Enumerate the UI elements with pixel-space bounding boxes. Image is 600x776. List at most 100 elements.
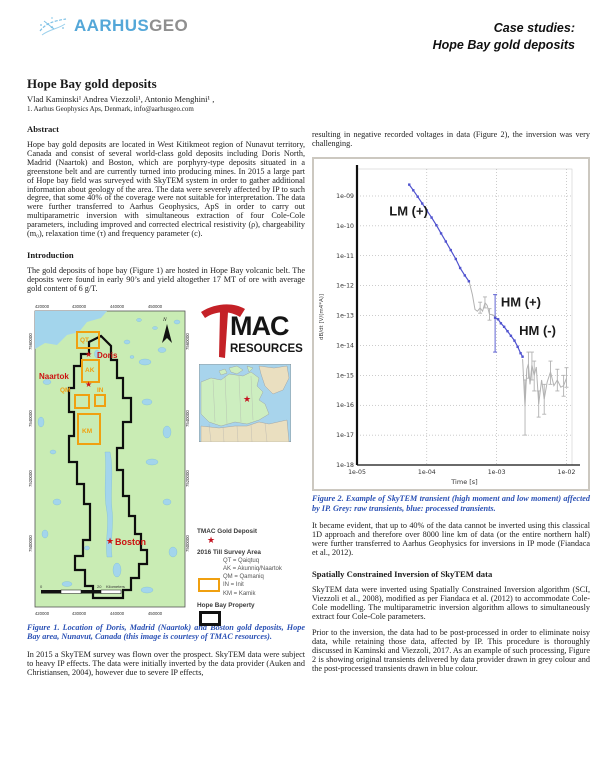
document-title-line2: Hope Bay gold deposits: [432, 37, 575, 52]
svg-text:7500000: 7500000: [185, 534, 190, 551]
doris-star-icon: ★: [85, 350, 92, 359]
svg-text:440000: 440000: [110, 304, 125, 309]
authors-line: Vlad Kaminski¹ Andrea Viezzoli¹, Antonio…: [27, 94, 215, 104]
svg-text:AK: AK: [85, 367, 95, 374]
legend-orange-box-swatch: [198, 577, 220, 592]
map-scale-bar: 0 20 Kilometers: [40, 584, 125, 594]
right-paragraph-1: resulting in negative recorded voltages …: [312, 130, 590, 148]
figure1-caption: Figure 1. Location of Doris, Madrid (Naa…: [27, 622, 305, 642]
svg-text:7540000: 7540000: [28, 409, 33, 426]
svg-text:HM (+): HM (+): [501, 294, 541, 309]
svg-text:1e-05: 1e-05: [348, 469, 366, 476]
svg-text:0: 0: [40, 584, 43, 589]
deposit-labels: Doris Naartok Boston: [39, 351, 146, 547]
boston-star-icon: ★: [106, 536, 114, 546]
svg-text:1e-03: 1e-03: [488, 469, 506, 476]
greenland-shape: [258, 365, 290, 394]
svg-text:450000: 450000: [148, 611, 163, 616]
legend-survey-area-label: 2016 Till Survey Area: [197, 548, 261, 556]
abstract-paragraph: Hope bay gold deposits are located in We…: [27, 140, 305, 239]
svg-text:IN: IN: [97, 387, 104, 394]
hope-bay-location-star-icon: ★: [243, 394, 251, 404]
survey-area-labels: QT AK QM IN KM: [60, 337, 104, 435]
left-column: Hope Bay gold deposits Vlad Kaminski¹ An…: [27, 70, 305, 686]
svg-text:420000: 420000: [35, 304, 50, 309]
figure1-map: 420000 430000 440000 450000: [28, 304, 190, 616]
introduction-heading: Introduction: [27, 249, 74, 260]
introduction-paragraph: The gold deposits of hope bay (Figure 1)…: [27, 265, 305, 293]
aarhusgeo-sketch-icon: [39, 17, 67, 36]
document-title-line1: Case studies:: [493, 21, 575, 35]
svg-text:N: N: [162, 317, 167, 323]
logo-wordmark: AARHUSGEO: [74, 16, 188, 36]
svg-text:1e-16: 1e-16: [336, 402, 354, 409]
document-title: Case studies: Hope Bay gold deposits: [433, 20, 575, 54]
canada-inset-map: ★: [199, 363, 291, 442]
tmac-logo-mac: MAC: [230, 311, 289, 341]
map-side-axis-labels: 7560000 7540000 7520000 7500000 7560000 …: [28, 332, 190, 551]
gold-deposit-markers: ★ ★ ★: [85, 350, 114, 546]
svg-text:1e-18: 1e-18: [336, 462, 354, 469]
naartok-star-icon: ★: [85, 380, 92, 389]
article-title: Hope Bay gold deposits: [27, 76, 157, 91]
svg-text:dB/dt [V/(m4*A)]: dB/dt [V/(m4*A)]: [319, 294, 325, 340]
svg-text:1e-09: 1e-09: [336, 193, 354, 200]
abstract-heading: Abstract: [27, 124, 59, 134]
svg-text:1e-14: 1e-14: [336, 342, 354, 349]
legend-property-label: Hope Bay Property: [197, 601, 255, 609]
map-sea: [35, 310, 107, 349]
north-arrow-icon: N: [162, 317, 172, 343]
svg-text:7520000: 7520000: [185, 469, 190, 486]
svg-text:20: 20: [97, 584, 102, 589]
svg-text:Boston: Boston: [115, 537, 146, 547]
svg-text:7520000: 7520000: [28, 469, 33, 486]
legend-item: IN = Init: [223, 582, 244, 589]
svg-text:450000: 450000: [148, 304, 163, 309]
map-top-axis-labels: 420000 430000 440000 450000: [35, 304, 163, 309]
legend-black-box-swatch: [199, 610, 221, 626]
legend-item: QM = Qamaniq: [223, 574, 264, 581]
figure2: 1e-09 1e-10 1e-11 1e-12 1e-13 1e-14 1e-15 1e-16…: [312, 156, 590, 491]
hope-bay-property-outline: [67, 334, 149, 599]
right-column: resulting in negative recorded voltages …: [312, 70, 590, 686]
svg-text:7540000: 7540000: [185, 409, 190, 426]
aarhusgeo-logo: AARHUSGEO: [38, 15, 188, 37]
svg-text:1e-10: 1e-10: [336, 223, 354, 230]
map-bottom-axis-labels: 420000 430000 440000 450000: [35, 611, 163, 616]
svg-text:7500000: 7500000: [28, 534, 33, 551]
right-paragraph-3: SkyTEM data were inverted using Spatiall…: [312, 584, 590, 621]
legend-star-icon: ★: [207, 534, 216, 545]
svg-text:Doris: Doris: [97, 351, 118, 360]
svg-text:1e-04: 1e-04: [418, 469, 436, 476]
svg-text:KM: KM: [82, 428, 92, 435]
legend-item: KM = Kamik: [223, 590, 256, 597]
svg-text:440000: 440000: [110, 611, 125, 616]
svg-text:430000: 430000: [72, 304, 87, 309]
legend-item: QT = Qaiqtuq: [223, 557, 260, 564]
legend-gold-deposit-label: TMAC Gold Deposit: [197, 527, 257, 535]
survey-box-in: [94, 393, 106, 407]
svg-text:Time [s]: Time [s]: [450, 478, 477, 486]
right-paragraph-4: Prior to the inversion, the data had to …: [312, 628, 590, 674]
svg-text:Naartok: Naartok: [39, 372, 69, 381]
right-paragraph-2: It became evident, that up to 40% of the…: [312, 521, 590, 557]
svg-text:QM: QM: [60, 387, 70, 394]
tmac-logo-resources: RESOURCES: [230, 343, 303, 355]
logo-brand-secondary: GEO: [149, 16, 189, 35]
tmac-pick-icon: [201, 304, 245, 318]
svg-text:1e-15: 1e-15: [336, 372, 354, 379]
legend-item: AK = Akunniq/Naartok: [223, 565, 282, 572]
canada-shape: [200, 371, 270, 426]
svg-text:1e-12: 1e-12: [336, 282, 354, 289]
svg-text:HM (-): HM (-): [519, 323, 556, 338]
map-lakes: [37, 317, 181, 593]
figure2-caption: Figure 2. Example of SkyTEM transient (h…: [312, 493, 590, 513]
svg-text:430000: 430000: [72, 611, 87, 616]
tmac-resources-logo: MAC RESOURCES: [201, 304, 303, 358]
svg-text:1e-11: 1e-11: [336, 253, 354, 260]
survey-box-km: [77, 412, 101, 445]
sci-heading: Spatially Constrained Inversion of SkyTE…: [312, 568, 493, 579]
survey-box-qt: [76, 330, 100, 349]
svg-text:1e-02: 1e-02: [558, 469, 576, 476]
